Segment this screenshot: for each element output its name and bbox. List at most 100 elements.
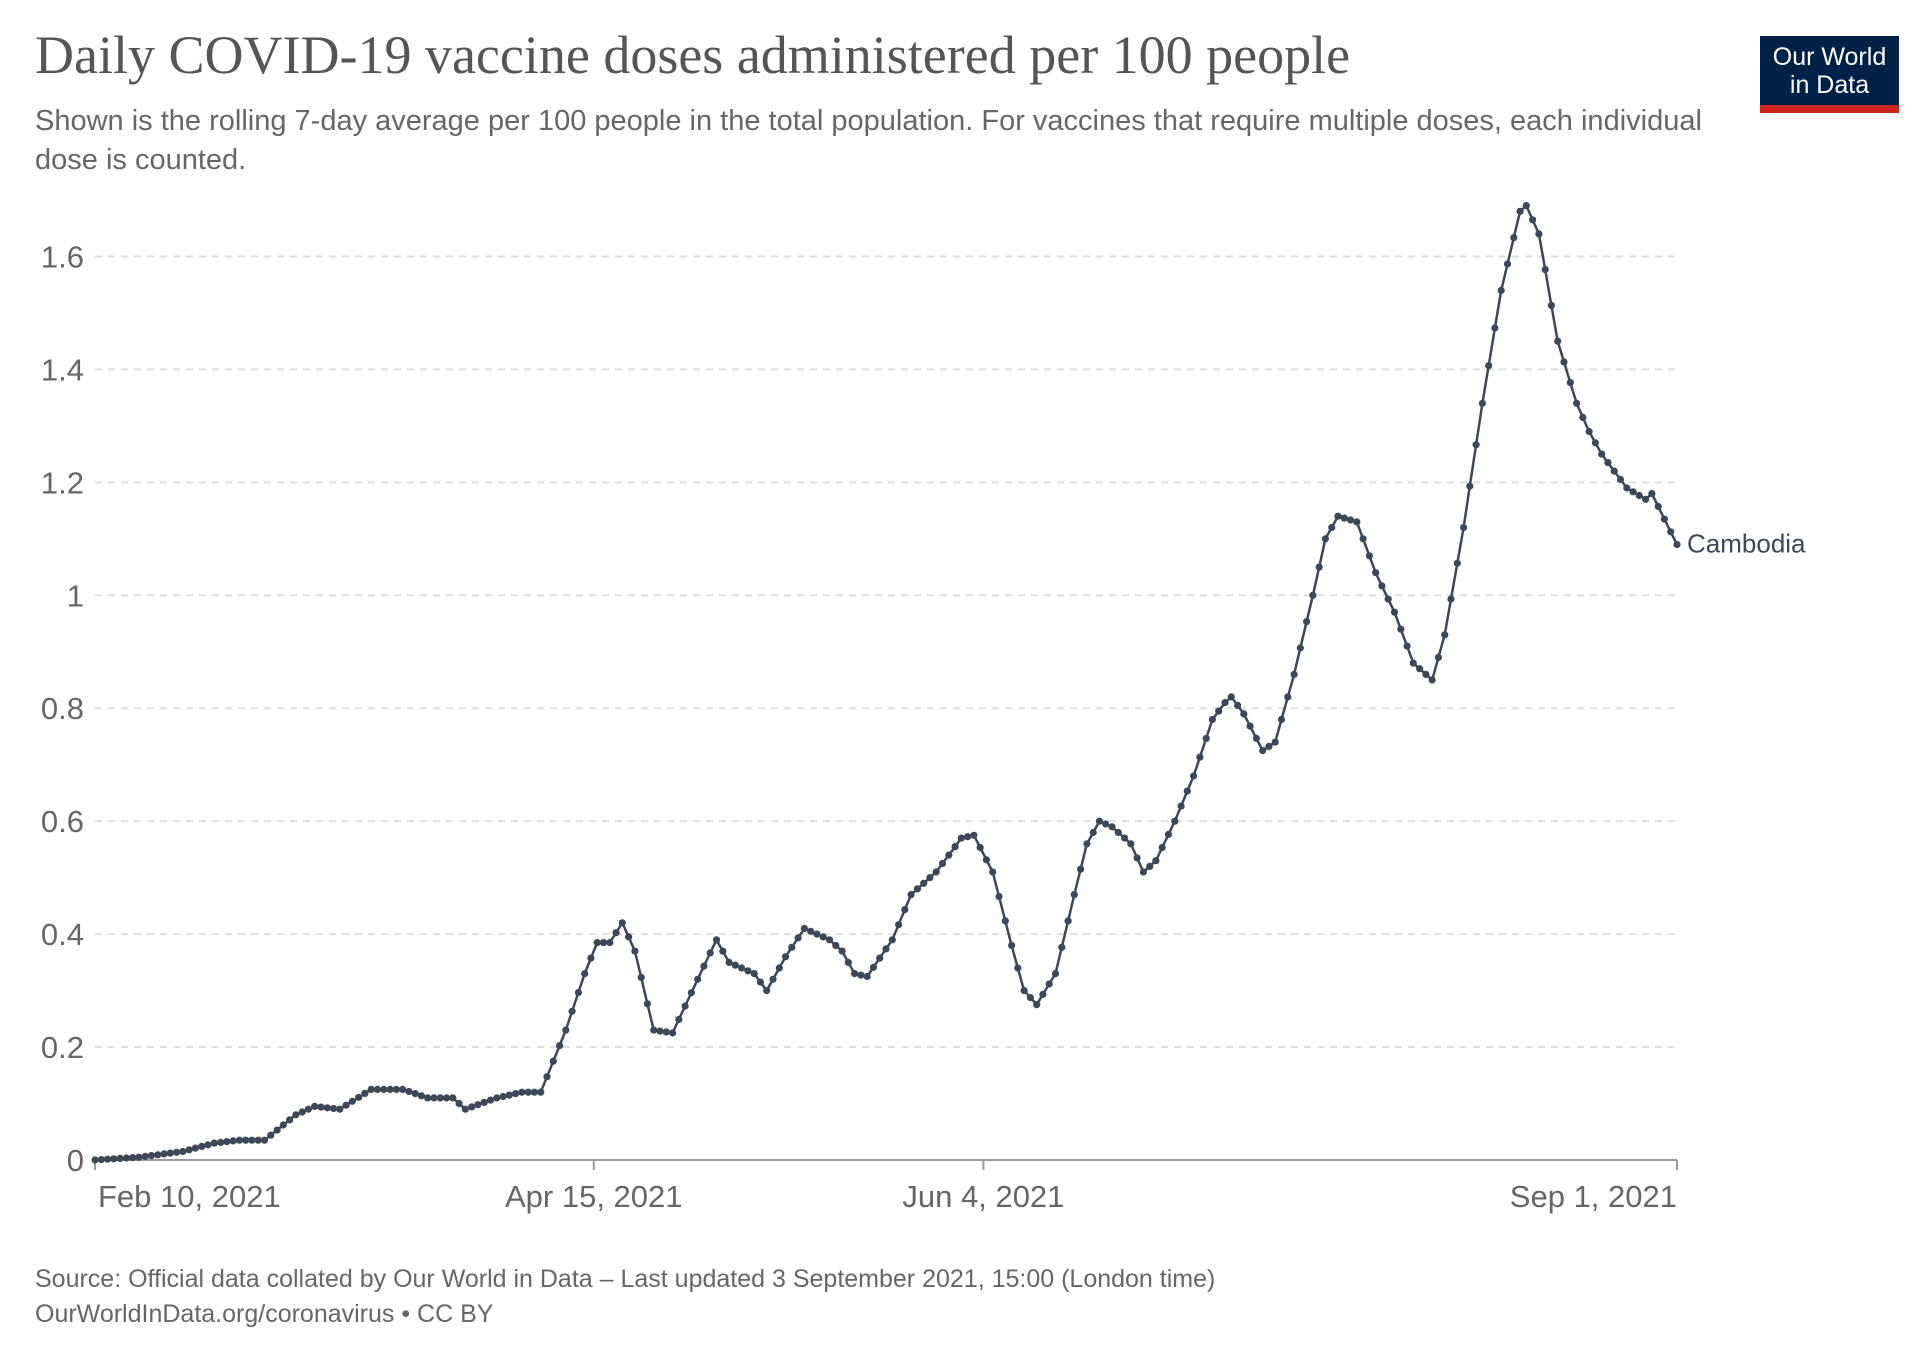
data-point	[982, 856, 991, 864]
data-point	[1547, 301, 1555, 309]
data-point	[1240, 710, 1248, 718]
data-point	[1579, 413, 1587, 421]
data-point	[373, 1085, 382, 1093]
data-point	[348, 1097, 356, 1105]
data-point	[989, 868, 997, 876]
y-tick-label: 0	[67, 1143, 84, 1178]
data-point	[901, 906, 909, 914]
data-point	[637, 973, 645, 982]
data-point	[782, 953, 790, 961]
data-point	[260, 1136, 269, 1144]
data-point	[511, 1090, 520, 1098]
data-point	[719, 947, 727, 955]
data-point	[1654, 502, 1662, 510]
data-point	[643, 1000, 652, 1008]
data-point	[191, 1144, 199, 1152]
data-point	[198, 1142, 206, 1150]
data-point	[625, 933, 633, 941]
data-point	[91, 1156, 99, 1164]
data-point	[110, 1155, 118, 1163]
data-point	[599, 939, 608, 947]
data-point	[1566, 379, 1574, 387]
data-point	[97, 1156, 105, 1164]
data-point	[298, 1108, 306, 1116]
data-point	[794, 934, 802, 942]
data-point	[1491, 324, 1499, 332]
owid-logo[interactable]: Our World in Data	[1760, 36, 1899, 113]
data-point	[122, 1154, 130, 1162]
data-point	[694, 975, 702, 983]
data-point	[964, 833, 972, 841]
data-point	[1334, 512, 1342, 520]
data-point	[650, 1026, 658, 1034]
data-point	[1227, 693, 1235, 701]
data-point	[1529, 216, 1537, 224]
data-point	[1095, 817, 1103, 825]
data-point	[1277, 715, 1286, 724]
data-point	[995, 892, 1003, 901]
data-point	[443, 1094, 451, 1102]
data-point	[1365, 552, 1373, 560]
data-point	[1359, 535, 1367, 543]
data-point	[480, 1098, 488, 1106]
data-point	[1070, 891, 1078, 899]
data-point	[876, 954, 884, 962]
data-point	[179, 1147, 187, 1156]
data-point	[1246, 722, 1254, 730]
data-point	[738, 964, 746, 972]
chart-subtitle: Shown is the rolling 7-day average per 1…	[35, 105, 1702, 176]
data-point	[330, 1104, 338, 1113]
data-point	[1610, 467, 1618, 475]
data-point	[1573, 399, 1581, 407]
data-point	[141, 1152, 149, 1160]
data-point	[1328, 523, 1336, 532]
logo-accent-bar	[1760, 105, 1899, 113]
data-point	[970, 831, 978, 839]
y-tick-label: 0.6	[41, 804, 84, 839]
data-point	[1397, 625, 1405, 633]
data-point	[574, 988, 583, 997]
data-point	[1315, 563, 1323, 571]
data-point	[612, 929, 620, 937]
data-point	[1008, 941, 1016, 950]
data-point	[976, 843, 984, 852]
y-tick-label: 1.4	[41, 352, 84, 387]
data-point	[863, 972, 871, 981]
license-link[interactable]: OurWorldInData.org/coronavirus • CC BY	[35, 1300, 494, 1328]
data-point	[951, 843, 959, 851]
data-point	[1541, 266, 1549, 274]
data-point	[1058, 943, 1066, 951]
data-point	[744, 967, 752, 975]
data-point	[1039, 990, 1047, 999]
data-point	[1635, 491, 1643, 500]
data-point	[129, 1154, 137, 1162]
data-point	[543, 1073, 551, 1081]
data-point	[1158, 843, 1166, 852]
data-point	[1591, 439, 1599, 447]
data-point	[1660, 515, 1668, 523]
x-tick-label: Feb 10, 2021	[98, 1179, 281, 1214]
data-point	[499, 1092, 507, 1101]
data-point	[166, 1149, 174, 1157]
data-point	[1629, 488, 1637, 496]
data-point	[725, 958, 733, 967]
data-point	[154, 1151, 162, 1159]
data-point	[1403, 642, 1411, 650]
data-point	[342, 1101, 350, 1109]
data-point	[392, 1085, 400, 1093]
data-point	[706, 949, 714, 957]
data-point	[468, 1103, 476, 1111]
data-point	[1347, 516, 1355, 524]
data-point	[763, 987, 771, 995]
data-point	[411, 1090, 419, 1098]
data-point	[367, 1085, 375, 1093]
data-point	[1133, 854, 1141, 862]
data-point	[1177, 802, 1185, 810]
data-point	[562, 1026, 570, 1034]
data-point	[279, 1121, 287, 1129]
data-point	[430, 1094, 438, 1102]
data-point	[587, 954, 595, 962]
data-point	[1259, 747, 1267, 755]
data-point	[1409, 659, 1417, 667]
